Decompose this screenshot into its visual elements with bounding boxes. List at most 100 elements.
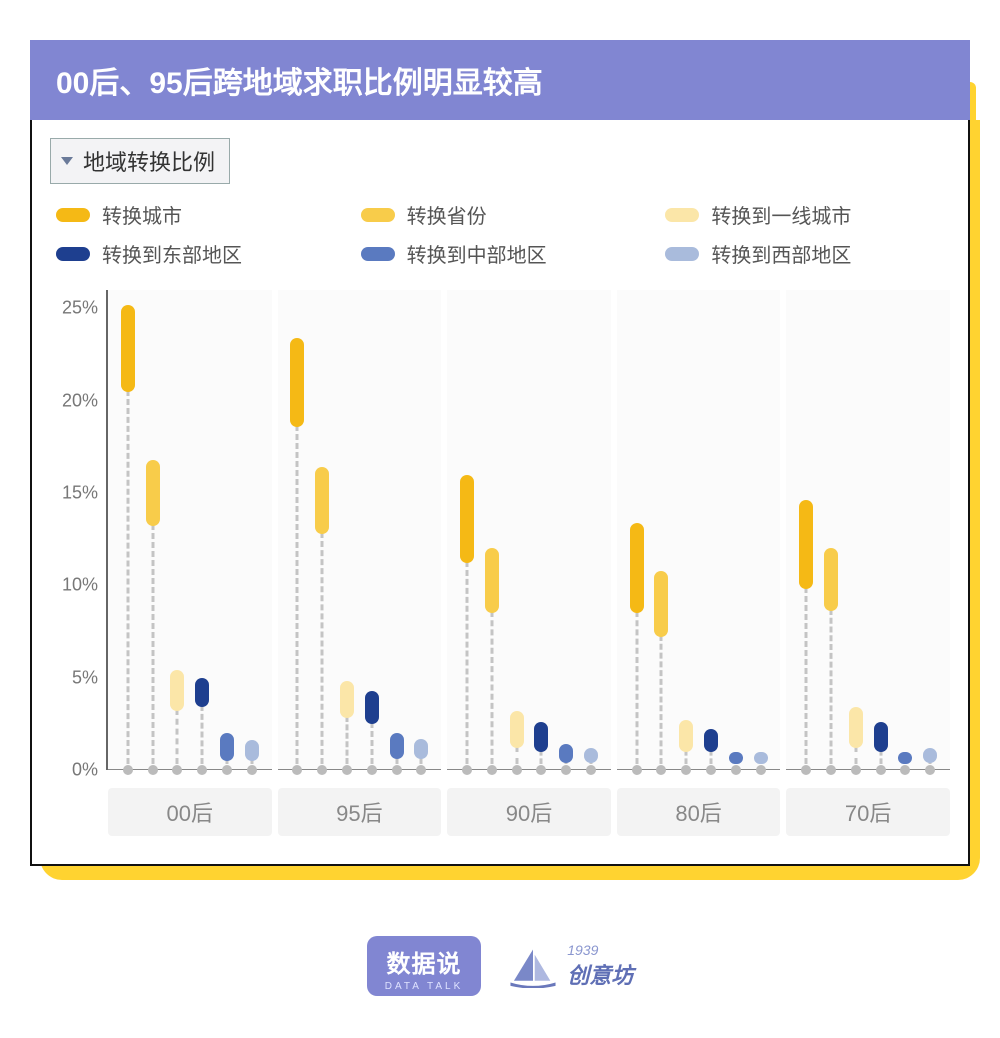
- x-label: 90后: [447, 788, 611, 836]
- category-group: [278, 290, 442, 770]
- lollipop: [729, 752, 743, 770]
- legend-swatch: [665, 247, 699, 261]
- range-bar: [559, 744, 573, 762]
- legend-item[interactable]: 转换到西部地区: [665, 239, 950, 268]
- logo-year: 1939: [567, 942, 633, 958]
- legend-label: 转换到西部地区: [711, 239, 851, 268]
- legend-item[interactable]: 转换到东部地区: [56, 239, 341, 268]
- lollipop: [704, 729, 718, 770]
- lollipop: [654, 571, 668, 770]
- legend-label: 转换到一线城市: [711, 200, 851, 229]
- lollipop: [245, 740, 259, 770]
- legend-item[interactable]: 转换到中部地区: [361, 239, 646, 268]
- lollipop: [340, 681, 354, 770]
- range-bar: [315, 467, 329, 533]
- legend-swatch: [361, 247, 395, 261]
- lollipop: [799, 500, 813, 770]
- range-bar: [849, 707, 863, 748]
- range-bar: [365, 691, 379, 724]
- range-bar: [220, 733, 234, 761]
- y-tick: 10%: [62, 575, 98, 596]
- y-tick: 5%: [72, 667, 98, 688]
- range-bar: [245, 740, 259, 760]
- lollipop: [923, 748, 937, 770]
- lollipop: [849, 707, 863, 770]
- x-label: 80后: [617, 788, 781, 836]
- metric-dropdown[interactable]: 地域转换比例: [50, 138, 230, 184]
- lollipop: [584, 748, 598, 770]
- chart: 0%5%10%15%20%25%: [50, 290, 950, 770]
- sail-icon: [507, 944, 559, 988]
- range-bar: [195, 678, 209, 708]
- range-bar: [146, 460, 160, 526]
- range-bar: [898, 752, 912, 765]
- range-bar: [704, 729, 718, 751]
- lollipop: [559, 744, 573, 770]
- range-bar: [584, 748, 598, 763]
- lollipop: [195, 678, 209, 770]
- lollipop: [460, 475, 474, 770]
- lollipop: [290, 338, 304, 770]
- y-axis: 0%5%10%15%20%25%: [50, 290, 108, 770]
- range-bar: [654, 571, 668, 637]
- y-tick: 25%: [62, 298, 98, 319]
- partner-logo: 1939 创意坊: [507, 942, 633, 990]
- lollipop: [510, 711, 524, 770]
- category-group: [617, 290, 781, 770]
- legend: 转换城市 转换省份 转换到一线城市转换到东部地区 转换到中部地区 转换到西部地区: [50, 200, 950, 268]
- range-bar: [874, 722, 888, 752]
- legend-swatch: [56, 247, 90, 261]
- legend-swatch: [361, 208, 395, 222]
- range-bar: [799, 500, 813, 589]
- badge-cn: 数据说: [385, 944, 464, 979]
- x-label: 95后: [278, 788, 442, 836]
- range-bar: [923, 748, 937, 763]
- title-text: 00后、95后跨地域求职比例明显较高: [56, 67, 543, 100]
- lollipop: [390, 733, 404, 770]
- range-bar: [824, 548, 838, 611]
- title-bar: 00后、95后跨地域求职比例明显较高: [30, 40, 970, 120]
- range-bar: [460, 475, 474, 564]
- x-label: 70后: [786, 788, 950, 836]
- range-bar: [390, 733, 404, 759]
- range-bar: [121, 305, 135, 392]
- legend-swatch: [56, 208, 90, 222]
- lollipop: [365, 691, 379, 770]
- lollipop: [315, 467, 329, 770]
- range-bar: [630, 523, 644, 613]
- badge-en: DATA TALK: [385, 981, 464, 992]
- card-body: 地域转换比例 转换城市 转换省份 转换到一线城市转换到东部地区 转换到中部地区 转换到西…: [30, 120, 970, 866]
- footer: 数据说 DATA TALK 1939 创意坊: [30, 936, 970, 996]
- y-tick: 15%: [62, 483, 98, 504]
- category-group: [447, 290, 611, 770]
- range-bar: [340, 681, 354, 718]
- legend-label: 转换到中部地区: [407, 239, 547, 268]
- lollipop: [754, 752, 768, 770]
- range-bar: [510, 711, 524, 748]
- lollipop: [220, 733, 234, 770]
- range-bar: [170, 670, 184, 711]
- category-group: [108, 290, 272, 770]
- logo-text: 1939 创意坊: [567, 942, 633, 990]
- lollipop: [898, 752, 912, 770]
- chevron-down-icon: [61, 157, 73, 165]
- legend-item[interactable]: 转换省份: [361, 200, 646, 229]
- x-label: 00后: [108, 788, 272, 836]
- infographic-card: 00后、95后跨地域求职比例明显较高 地域转换比例 转换城市 转换省份 转换到一线城…: [30, 40, 970, 866]
- plot-area: [108, 290, 950, 770]
- range-bar: [534, 722, 548, 752]
- legend-swatch: [665, 208, 699, 222]
- category-group: [786, 290, 950, 770]
- x-axis-labels: 00后95后90后80后70后: [108, 788, 950, 836]
- lollipop: [485, 548, 499, 770]
- range-bar: [754, 752, 768, 765]
- legend-item[interactable]: 转换城市: [56, 200, 341, 229]
- lollipop: [679, 720, 693, 770]
- legend-item[interactable]: 转换到一线城市: [665, 200, 950, 229]
- lollipop: [170, 670, 184, 770]
- range-bar: [414, 739, 428, 759]
- legend-label: 转换城市: [102, 200, 182, 229]
- lollipop: [146, 460, 160, 770]
- range-bar: [485, 548, 499, 613]
- y-tick: 20%: [62, 390, 98, 411]
